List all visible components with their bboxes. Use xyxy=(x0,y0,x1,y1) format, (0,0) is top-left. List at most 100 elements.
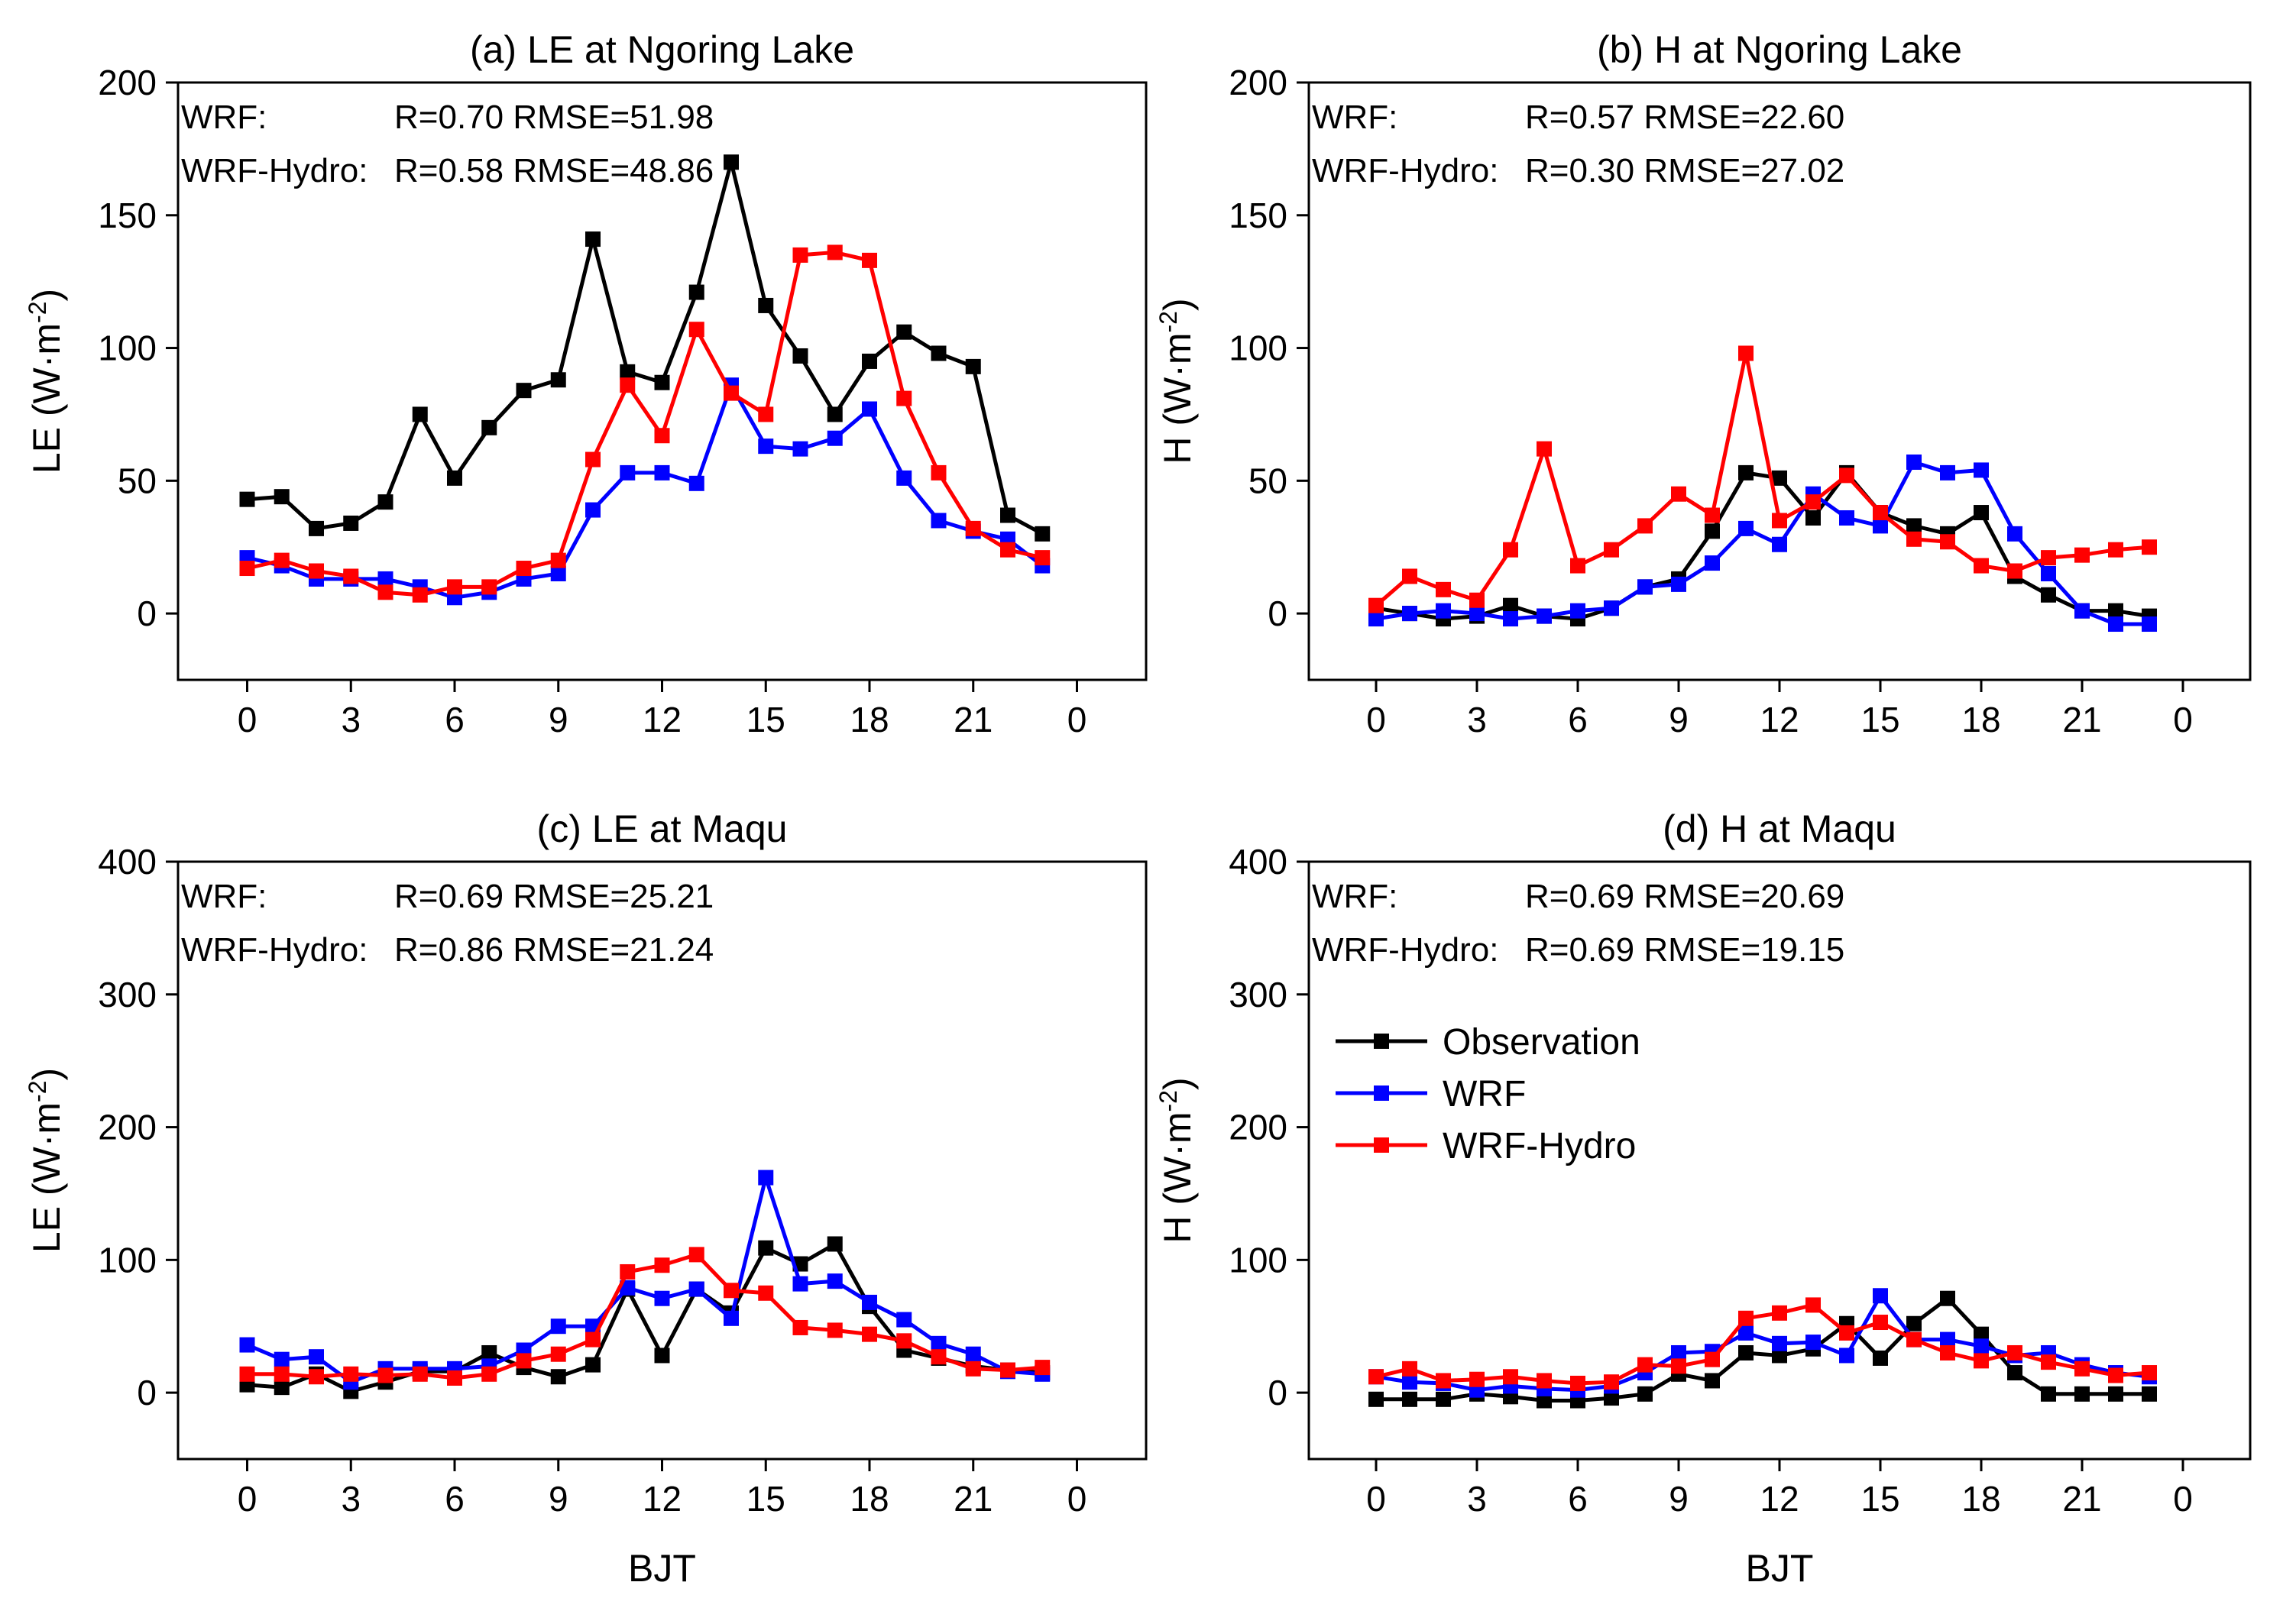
data-point-wrf xyxy=(1402,606,1417,622)
y-tick-label: 0 xyxy=(137,594,157,633)
y-axis-label-main: H (W·m xyxy=(1156,332,1199,464)
data-point-observation xyxy=(965,358,981,374)
x-tick-label: 9 xyxy=(1669,700,1689,739)
data-point-wrf xyxy=(862,1294,877,1310)
stat-label: WRF-Hydro: xyxy=(181,152,368,189)
data-point-wrf xyxy=(1873,1288,1888,1304)
data-point-observation xyxy=(1705,523,1720,539)
y-tick-label: 150 xyxy=(98,196,157,235)
data-point-wrf xyxy=(965,1346,981,1362)
data-point-wrf xyxy=(862,401,877,417)
x-axis-label: BJT xyxy=(1746,1547,1814,1590)
data-point-wrf xyxy=(1671,1344,1686,1360)
data-point-wrf-hydro xyxy=(1402,568,1417,584)
data-point-wrf-hydro xyxy=(688,322,704,338)
stat-value: R=0.58 RMSE=48.86 xyxy=(394,152,714,189)
data-point-observation xyxy=(1772,1348,1787,1364)
data-point-wrf xyxy=(1738,1325,1754,1341)
stat-label: WRF-Hydro: xyxy=(1312,931,1498,969)
data-point-wrf-hydro xyxy=(620,1263,636,1280)
data-point-wrf-hydro xyxy=(724,385,739,401)
data-point-wrf-hydro xyxy=(516,1353,532,1369)
data-point-observation xyxy=(309,520,324,536)
chart-panel-0: (a) LE at Ngoring Lake 0 3 6 9 12 15 18 21 0 0 50 10… xyxy=(24,28,1148,739)
data-point-wrf-hydro xyxy=(239,1366,255,1382)
x-tick-label: 12 xyxy=(1760,700,1799,739)
y-axis-label: H (W·m-2) xyxy=(1154,298,1199,464)
data-point-wrf-hydro xyxy=(1873,505,1888,521)
data-point-wrf-hydro xyxy=(1469,1371,1485,1387)
data-point-observation xyxy=(1705,1373,1720,1389)
data-point-wrf-hydro xyxy=(1738,1310,1754,1326)
data-point-wrf xyxy=(724,1310,739,1326)
data-point-observation xyxy=(1402,1391,1417,1407)
data-point-observation xyxy=(2108,603,2123,619)
data-point-wrf xyxy=(688,1281,704,1297)
data-point-wrf-hydro xyxy=(516,561,532,577)
data-point-observation xyxy=(2142,1386,2157,1402)
data-point-wrf-hydro xyxy=(758,406,774,422)
y-tick-label: 50 xyxy=(118,461,157,500)
data-point-wrf-hydro xyxy=(1772,1305,1787,1321)
y-tick-label: 300 xyxy=(98,975,157,1014)
data-point-observation xyxy=(792,348,808,364)
data-point-wrf xyxy=(1974,1338,1989,1354)
data-point-observation xyxy=(1906,518,1922,534)
data-point-wrf-hydro xyxy=(1035,550,1051,566)
data-point-wrf xyxy=(1738,520,1754,536)
data-point-wrf-hydro xyxy=(2074,547,2090,563)
y-tick-label: 150 xyxy=(1229,196,1287,235)
data-point-wrf-hydro xyxy=(827,244,843,260)
chart-panel-3: (d) H at Maqu 0 3 6 9 12 15 18 21 0 0 100 200 300 400 H… xyxy=(1154,807,2252,1590)
x-tick-label: 18 xyxy=(1961,1479,2000,1519)
data-point-wrf xyxy=(620,1280,636,1296)
stat-label: WRF: xyxy=(1312,99,1397,136)
data-point-wrf xyxy=(931,1335,947,1351)
data-point-observation xyxy=(1974,1326,1989,1342)
x-tick-label: 0 xyxy=(238,700,257,739)
data-point-wrf-hydro xyxy=(274,1366,290,1382)
data-point-wrf-hydro xyxy=(792,247,808,263)
data-point-wrf-hydro xyxy=(688,1247,704,1263)
data-point-wrf-hydro xyxy=(585,1331,601,1348)
x-tick-label: 18 xyxy=(850,700,889,739)
data-point-wrf xyxy=(1503,611,1518,627)
data-point-wrf-hydro xyxy=(724,1283,739,1299)
series-line-wrf-hydro xyxy=(246,250,1043,597)
data-point-wrf-hydro xyxy=(1839,468,1854,484)
data-point-wrf-hydro xyxy=(1035,1360,1051,1376)
data-point-observation xyxy=(827,1236,843,1252)
data-point-wrf-hydro xyxy=(1537,441,1552,457)
y-tick-label: 50 xyxy=(1248,461,1287,500)
chart-title: (c) LE at Maqu xyxy=(537,807,788,850)
data-point-wrf xyxy=(1839,1348,1854,1364)
data-point-wrf xyxy=(654,464,670,480)
data-point-observation xyxy=(412,406,428,422)
y-axis-label-superscript: -2 xyxy=(24,302,51,323)
x-tick-label: 21 xyxy=(2062,700,2101,739)
data-point-wrf xyxy=(1839,510,1854,526)
data-point-wrf-hydro xyxy=(274,552,290,568)
data-point-wrf-hydro xyxy=(792,1319,808,1335)
data-point-wrf-hydro xyxy=(1974,1353,1989,1369)
data-point-wrf xyxy=(688,475,704,491)
data-point-observation xyxy=(239,491,255,507)
data-point-wrf-hydro xyxy=(1604,1374,1619,1390)
data-point-wrf-hydro xyxy=(1368,597,1384,613)
data-point-wrf xyxy=(827,1273,843,1289)
data-point-wrf-hydro xyxy=(343,568,359,584)
stat-label: WRF: xyxy=(181,99,267,136)
data-point-wrf-hydro xyxy=(1772,513,1787,529)
x-tick-label: 18 xyxy=(850,1479,889,1519)
data-point-observation xyxy=(1035,526,1051,542)
data-point-wrf-hydro xyxy=(239,561,255,577)
y-tick-label: 400 xyxy=(1229,842,1287,882)
x-tick-label: 6 xyxy=(1568,1479,1588,1519)
data-point-wrf xyxy=(1940,464,1955,480)
data-point-observation xyxy=(550,1369,566,1385)
data-point-observation xyxy=(343,515,359,531)
legend-marker xyxy=(1374,1137,1389,1153)
data-point-wrf xyxy=(1906,455,1922,471)
x-tick-label: 18 xyxy=(1961,700,2000,739)
stat-value: R=0.69 RMSE=19.15 xyxy=(1525,931,1844,969)
